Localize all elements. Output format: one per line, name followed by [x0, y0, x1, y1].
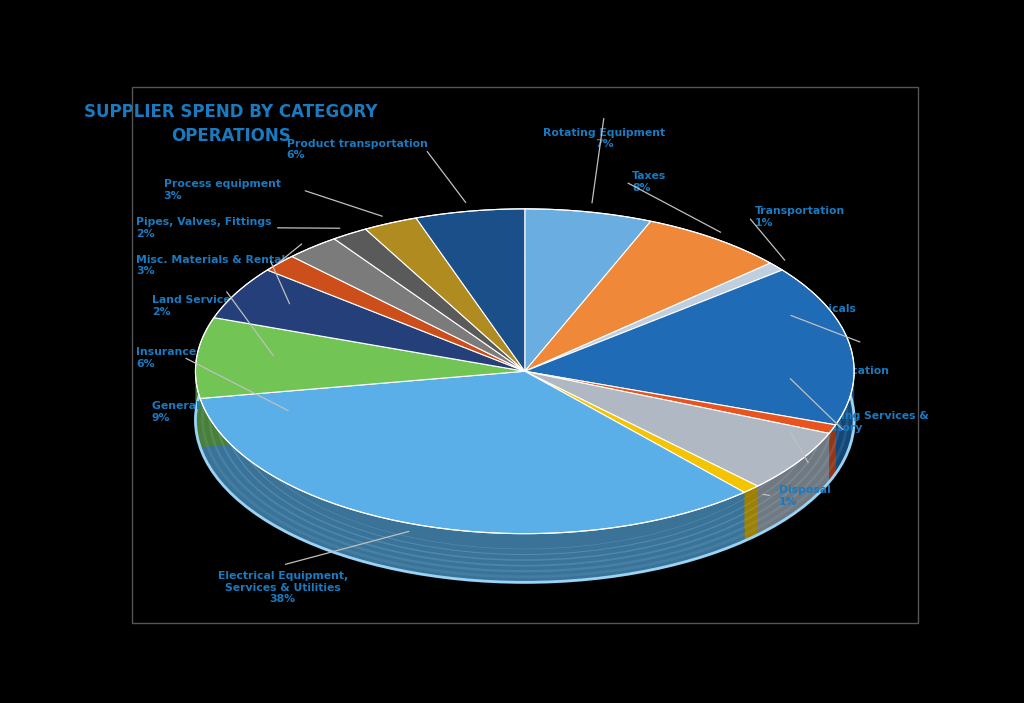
Polygon shape: [524, 209, 651, 371]
Polygon shape: [334, 229, 524, 371]
Text: Insurance Services
6%: Insurance Services 6%: [136, 347, 252, 368]
Polygon shape: [366, 218, 524, 371]
Ellipse shape: [196, 257, 854, 582]
Text: SUPPLIER SPEND BY CATEGORY
OPERATIONS: SUPPLIER SPEND BY CATEGORY OPERATIONS: [84, 103, 378, 145]
Polygon shape: [524, 371, 836, 474]
Text: Communication
1%: Communication 1%: [795, 366, 890, 387]
Polygon shape: [524, 371, 829, 482]
Polygon shape: [214, 270, 524, 371]
Text: General Labour
9%: General Labour 9%: [152, 401, 246, 423]
Polygon shape: [200, 371, 524, 447]
Polygon shape: [524, 371, 836, 433]
Polygon shape: [524, 371, 758, 535]
Polygon shape: [524, 371, 829, 486]
Text: Consulting Services &
Regulatory
7%: Consulting Services & Regulatory 7%: [795, 411, 929, 445]
Text: Process equipment
3%: Process equipment 3%: [164, 179, 281, 201]
Text: Pipes, Valves, Fittings
2%: Pipes, Valves, Fittings 2%: [136, 217, 271, 238]
Text: Misc. Materials & Rentals
3%: Misc. Materials & Rentals 3%: [136, 255, 292, 276]
Text: Rotating Equipment
7%: Rotating Equipment 7%: [543, 128, 666, 149]
Polygon shape: [200, 371, 524, 447]
Polygon shape: [200, 399, 744, 582]
Polygon shape: [416, 209, 525, 371]
Polygon shape: [196, 318, 524, 399]
Polygon shape: [267, 257, 524, 371]
Polygon shape: [744, 486, 758, 541]
Text: Electrical Equipment,
Services & Utilities
38%: Electrical Equipment, Services & Utiliti…: [218, 571, 348, 605]
Polygon shape: [196, 372, 200, 447]
Polygon shape: [524, 371, 744, 541]
Polygon shape: [524, 371, 758, 535]
Polygon shape: [524, 263, 782, 371]
Text: Disposal
1%: Disposal 1%: [778, 485, 830, 507]
Polygon shape: [758, 433, 829, 535]
Polygon shape: [200, 371, 744, 534]
Polygon shape: [524, 371, 744, 541]
Polygon shape: [524, 371, 758, 492]
Text: Transportation
1%: Transportation 1%: [755, 206, 845, 228]
Text: Taxes
8%: Taxes 8%: [632, 171, 667, 193]
Polygon shape: [524, 221, 770, 371]
Polygon shape: [524, 371, 836, 474]
Text: Product transportation
6%: Product transportation 6%: [287, 138, 428, 160]
Polygon shape: [524, 270, 854, 425]
Polygon shape: [836, 373, 854, 474]
Text: Land Services
2%: Land Services 2%: [152, 295, 237, 317]
Polygon shape: [524, 371, 829, 482]
Polygon shape: [829, 425, 836, 482]
Text: Chemicals
18%: Chemicals 18%: [795, 304, 856, 325]
Polygon shape: [292, 239, 524, 371]
